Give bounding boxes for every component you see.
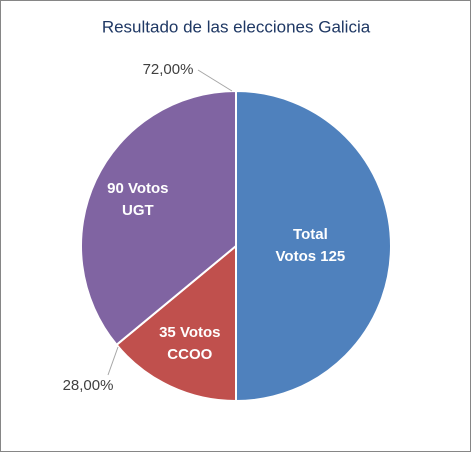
- slice-label: CCOO: [167, 346, 212, 363]
- slice-label: 35 Votos: [159, 324, 220, 341]
- slice-label: UGT: [122, 202, 154, 219]
- pie-slice: [235, 89, 392, 403]
- leader-line: [197, 69, 233, 92]
- pie-slice: [80, 89, 237, 347]
- outer-label: 72,00%: [143, 61, 194, 78]
- slice-label: Votos 125: [276, 248, 346, 265]
- leader-line: [107, 346, 119, 376]
- pie-slice: [115, 243, 237, 403]
- chart-title: Resultado de las elecciones Galicia: [102, 17, 371, 36]
- outer-label: 28,00%: [63, 377, 114, 394]
- slice-label: 90 Votos: [107, 180, 168, 197]
- slice-label: Total: [293, 226, 328, 243]
